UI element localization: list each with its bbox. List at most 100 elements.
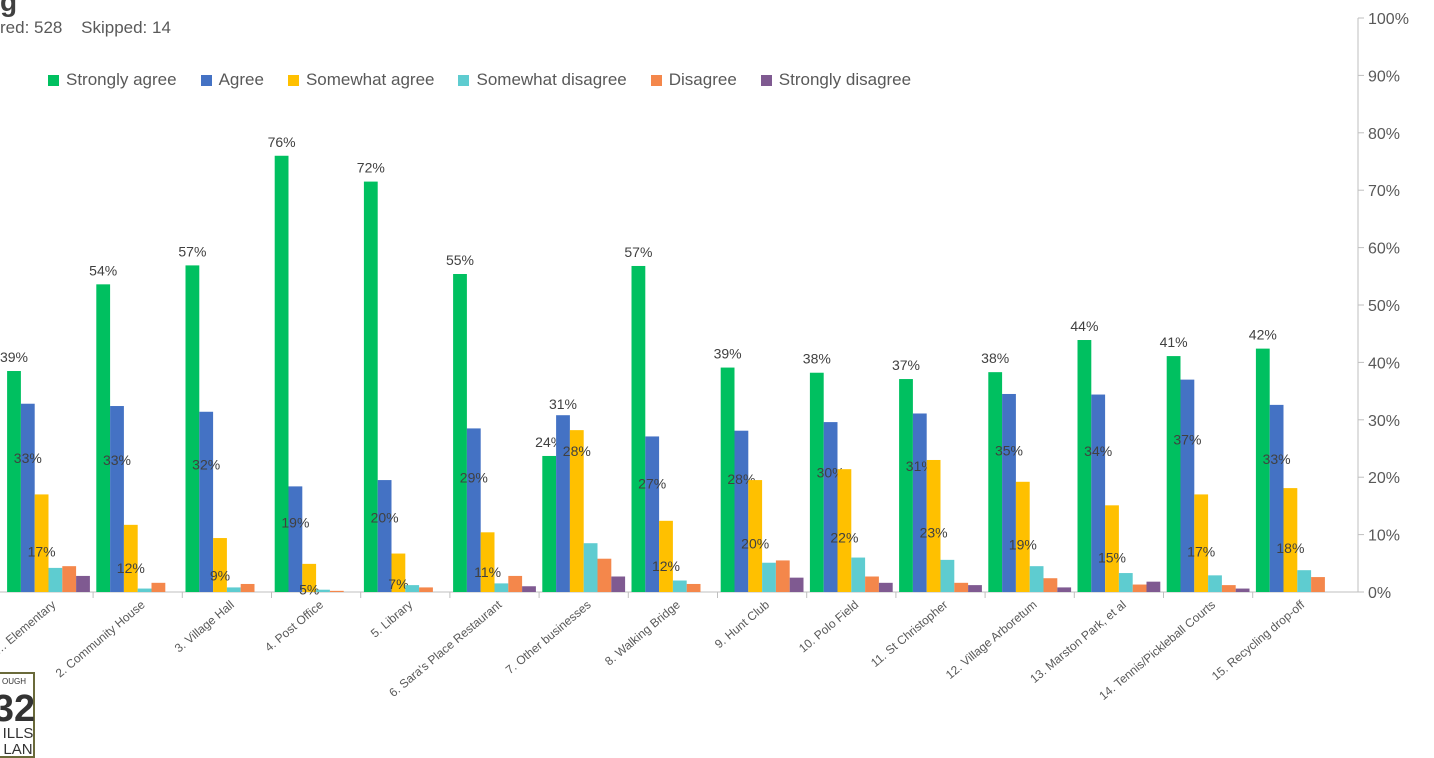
data-label: 38%: [981, 350, 1009, 366]
response-stats: red: 528 Skipped: 14: [0, 18, 185, 38]
y-tick-label: 10%: [1368, 528, 1400, 545]
bar-0: [96, 284, 111, 592]
bar-4: [1311, 577, 1325, 592]
data-label: 39%: [0, 349, 28, 365]
legend-swatch: [760, 74, 772, 86]
bar-3: [851, 557, 866, 592]
bar-5: [878, 582, 893, 592]
legend-swatch: [200, 74, 212, 86]
y-tick-label: 100%: [1368, 11, 1409, 28]
data-label: 15%: [1098, 549, 1126, 565]
bar-1: [1002, 393, 1016, 592]
data-label: 57%: [178, 243, 206, 259]
bar-2: [302, 563, 317, 592]
legend-label: Strongly agree: [66, 70, 177, 89]
data-label: 32%: [192, 456, 220, 472]
data-label: 29%: [460, 469, 488, 485]
bar-4: [686, 583, 701, 592]
bar-1: [912, 413, 927, 592]
data-label: 33%: [103, 452, 131, 468]
y-tick-label: 50%: [1368, 298, 1400, 315]
bar-3: [940, 559, 955, 592]
data-label: 57%: [624, 244, 652, 260]
bar-0: [7, 371, 21, 592]
x-tick-label: 15. Recycling drop-off: [1209, 597, 1308, 683]
chart-legend: Strongly agree Agree Somewhat agree Somewha…: [48, 70, 911, 90]
legend-item-5: Strongly disagree: [760, 70, 911, 90]
bar-3: [1029, 566, 1044, 592]
data-label: 33%: [14, 450, 42, 466]
x-tick-label: 3. Village Hall: [172, 598, 237, 656]
data-label: 17%: [1187, 543, 1215, 559]
bar-2: [837, 469, 852, 592]
bar-5: [968, 585, 982, 592]
bar-2: [1015, 481, 1030, 592]
bar-5: [522, 586, 536, 592]
bar-2: [1283, 488, 1298, 592]
bar-4: [1043, 578, 1058, 592]
bar-1: [199, 411, 214, 592]
y-tick-label: 20%: [1368, 470, 1400, 487]
data-label: 12%: [117, 560, 145, 576]
bar-5: [611, 576, 626, 592]
bar-2: [34, 494, 49, 592]
data-label: 34%: [1084, 443, 1112, 459]
data-label: 37%: [1173, 431, 1201, 447]
bar-5: [1146, 581, 1161, 592]
logo-line-3: ILLS: [3, 725, 34, 742]
bar-5: [1057, 587, 1072, 592]
bar-5: [76, 575, 90, 592]
legend-item-4: Disagree: [650, 70, 737, 90]
bar-0: [185, 265, 200, 592]
data-label: 28%: [563, 443, 591, 459]
bar-0: [274, 155, 289, 592]
bar-3: [405, 585, 420, 592]
x-tick-label: 9. Hunt Club: [712, 597, 772, 651]
bar-3: [48, 567, 63, 592]
data-label: 12%: [652, 558, 680, 574]
bar-1: [1180, 379, 1195, 592]
bar-4: [62, 566, 77, 592]
data-label: 42%: [1249, 327, 1277, 343]
bar-2: [480, 532, 495, 592]
data-label: 11%: [474, 564, 501, 580]
data-label: 38%: [803, 351, 831, 367]
bar-3: [583, 543, 598, 592]
bar-1: [288, 486, 303, 592]
data-label: 31%: [549, 396, 577, 412]
data-label: 19%: [1009, 536, 1037, 552]
y-tick-label: 70%: [1368, 183, 1400, 200]
bar-0: [542, 455, 557, 592]
bar-1: [1269, 404, 1284, 592]
legend-item-3: Somewhat disagree: [458, 70, 627, 90]
y-tick-label: 90%: [1368, 68, 1400, 85]
x-tick-label: 8. Walking Bridge: [602, 597, 683, 668]
bar-4: [419, 587, 433, 592]
y-tick-label: 30%: [1368, 413, 1400, 430]
bar-1: [734, 430, 749, 592]
bar-3: [672, 580, 687, 592]
bar-1: [466, 428, 481, 592]
bar-3: [762, 562, 776, 592]
legend-label: Somewhat disagree: [476, 70, 627, 89]
bar-0: [1255, 348, 1270, 592]
bar-1: [645, 436, 660, 592]
bar-3: [1297, 570, 1312, 592]
bar-1: [1091, 394, 1106, 592]
bar-4: [240, 583, 255, 592]
bar-2: [123, 524, 138, 592]
data-label: 18%: [1276, 540, 1304, 556]
bar-3: [1208, 575, 1222, 592]
bar-2: [1105, 505, 1119, 592]
legend-label: Agree: [218, 70, 264, 89]
y-tick-label: 0%: [1368, 585, 1391, 602]
logo-line-2: 32: [0, 688, 35, 730]
logo-line-4: LAN: [3, 741, 32, 758]
chart-title-fragment: g: [0, 0, 18, 17]
bar-4: [329, 590, 344, 592]
plan-logo: OUGH 32 ILLS LAN: [0, 672, 36, 758]
bar-0: [809, 372, 824, 592]
legend-item-2: Somewhat agree: [287, 70, 434, 90]
bar-5: [789, 577, 804, 592]
